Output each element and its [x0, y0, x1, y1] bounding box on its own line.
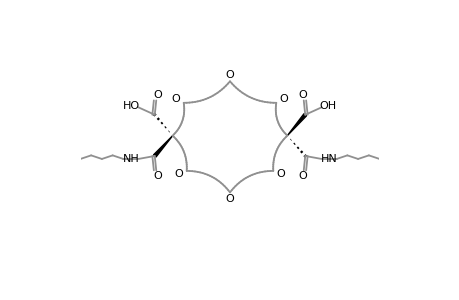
Text: HN: HN [320, 154, 337, 164]
Text: OH: OH [319, 101, 336, 111]
Text: O: O [297, 171, 306, 181]
Text: O: O [279, 94, 287, 104]
Text: O: O [276, 169, 285, 179]
Text: O: O [153, 90, 162, 100]
Polygon shape [287, 114, 306, 136]
Polygon shape [153, 136, 172, 157]
Text: O: O [225, 70, 234, 80]
Text: HO: HO [123, 101, 140, 111]
Text: O: O [174, 169, 183, 179]
Text: O: O [153, 171, 162, 181]
Text: O: O [172, 94, 180, 104]
Text: NH: NH [122, 154, 139, 164]
Text: O: O [225, 194, 234, 204]
Text: O: O [297, 90, 306, 100]
